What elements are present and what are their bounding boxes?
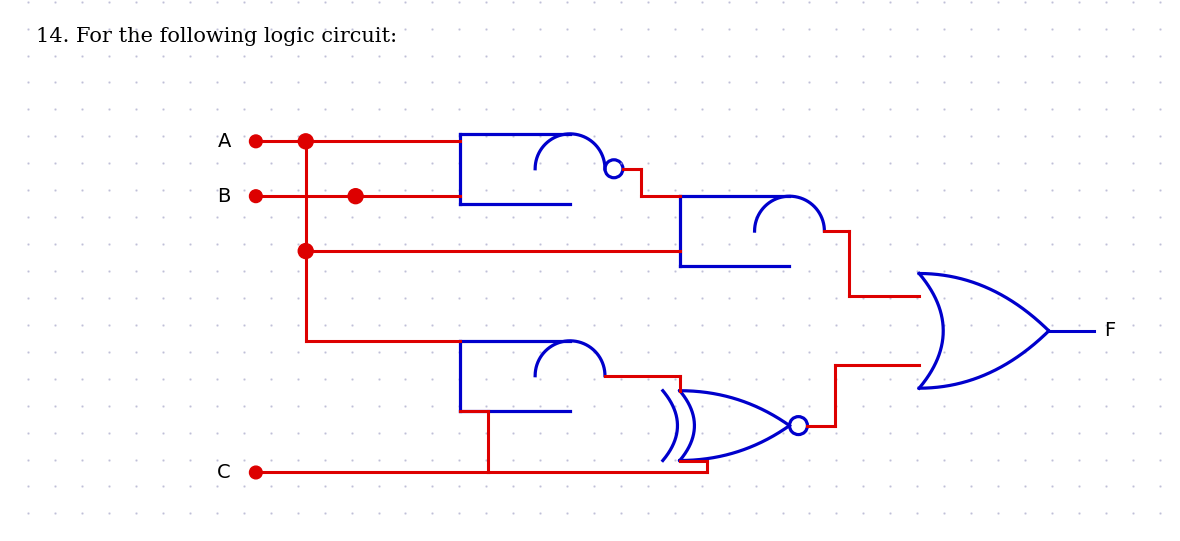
Circle shape	[249, 466, 262, 479]
Text: 14. For the following logic circuit:: 14. For the following logic circuit:	[37, 27, 398, 45]
Circle shape	[299, 134, 313, 149]
Circle shape	[299, 243, 313, 259]
Text: B: B	[217, 187, 231, 206]
Circle shape	[348, 189, 363, 203]
Circle shape	[249, 135, 262, 148]
Text: C: C	[217, 463, 231, 482]
Text: A: A	[217, 132, 231, 151]
Circle shape	[249, 190, 262, 202]
Text: F: F	[1103, 321, 1115, 340]
